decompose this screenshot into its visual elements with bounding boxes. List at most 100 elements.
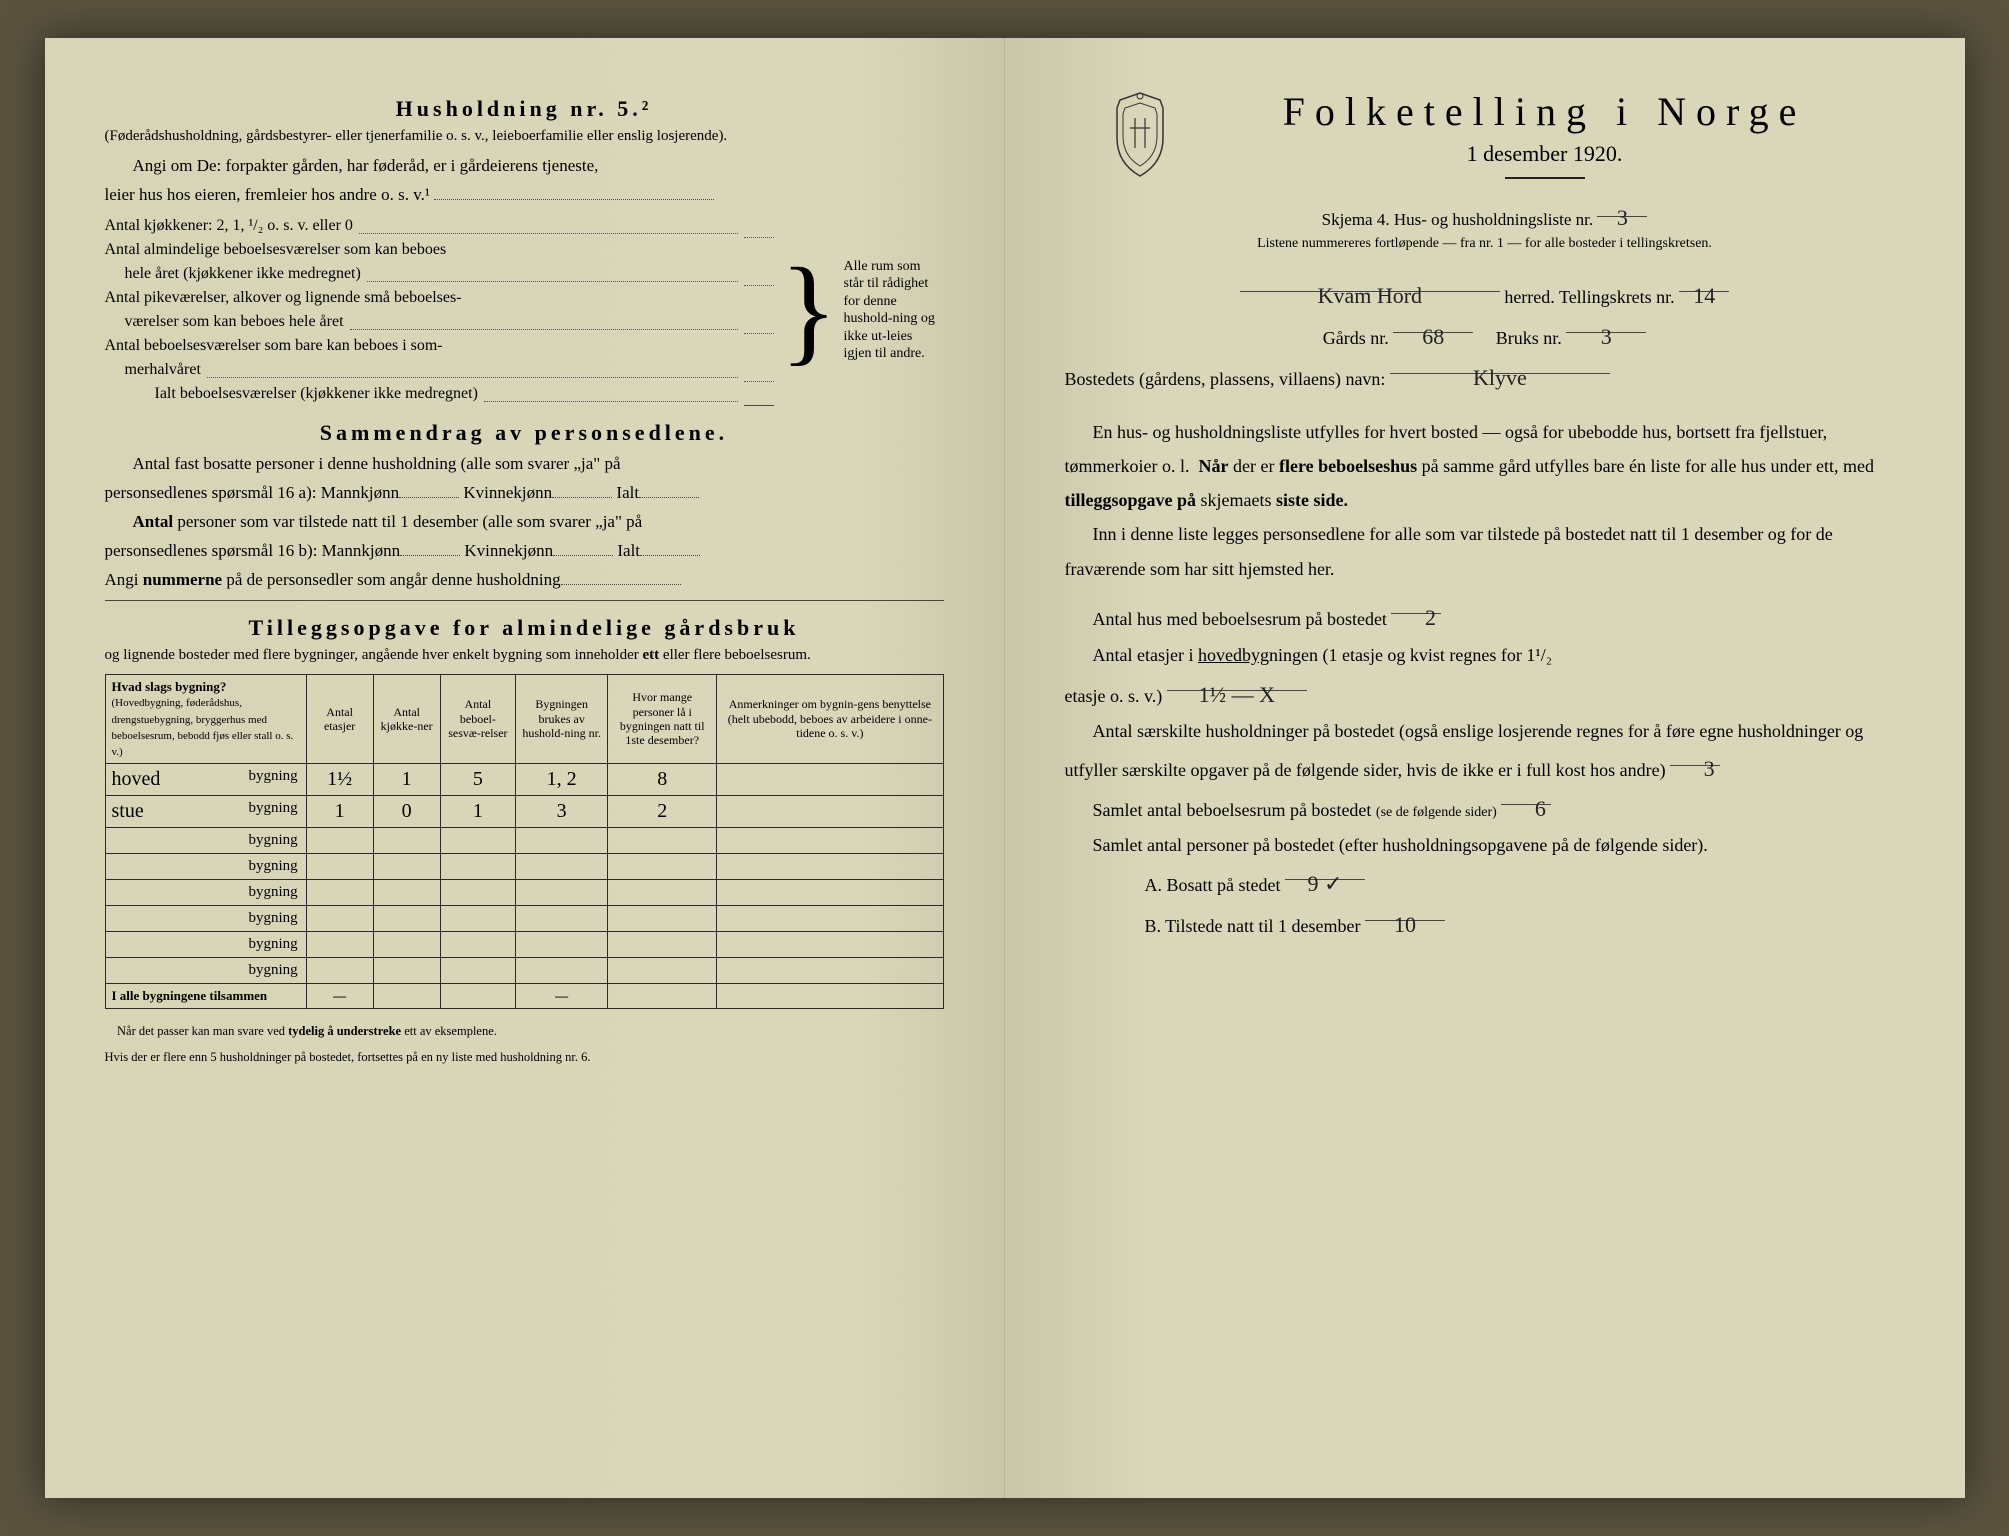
table-header-row: Hvad slags bygning? (Hovedbygning, føder… <box>105 674 943 763</box>
krets-val: 14 <box>1679 274 1729 292</box>
q3: Antal særskilte husholdninger på bostede… <box>1065 714 1905 787</box>
gards-val: 68 <box>1393 315 1473 333</box>
sam-l4b: Kvinnekjønn <box>464 541 553 560</box>
bosted-label: Bostedets (gårdens, plassens, villaens) … <box>1065 369 1386 389</box>
th2: Antal etasjer <box>306 674 373 763</box>
bruks-label: Bruks nr. <box>1496 328 1562 348</box>
row2b-label: hele året (kjøkkener ikke medregnet) <box>105 262 361 286</box>
sam-l3: Antal Antal personer som var tilstede na… <box>105 508 944 537</box>
angi-line1: Angi om De: forpakter gården, har føderå… <box>105 152 944 181</box>
q2b-label: etasje o. s. v.) <box>1065 686 1163 706</box>
husholdning-title: Husholdning nr. 5.² <box>105 96 944 122</box>
footnote1: Når det passer kan man svare ved tydelig… <box>105 1023 944 1039</box>
q3-val: 3 <box>1670 748 1720 766</box>
herred-label: herred. Tellingskrets nr. <box>1504 287 1674 307</box>
th7: Anmerkninger om bygnin-gens benyttelse (… <box>717 674 943 763</box>
row3b-label: værelser som kan beboes hele året <box>105 310 344 334</box>
q4-val: 6 <box>1501 787 1551 805</box>
th1a: Hvad slags bygning? <box>112 679 227 694</box>
q2a: Antal etasjer i hovedbygningen (1 etasje… <box>1065 637 1905 673</box>
qA-val: 9 ✓ <box>1285 862 1365 880</box>
row2a-label: Antal almindelige beboelsesværelser som … <box>105 238 447 262</box>
table-row: bygning <box>105 932 943 958</box>
qA-label: A. Bosatt på stedet <box>1145 875 1281 895</box>
document-spread: Husholdning nr. 5.² (Føderådshusholdning… <box>45 38 1965 1498</box>
sam-l2a: personsedlenes spørsmål 16 a): Mannkjønn <box>105 483 400 502</box>
gards-label: Gårds nr. <box>1323 328 1389 348</box>
th3: Antal kjøkke-ner <box>373 674 440 763</box>
row4a-label: Antal beboelsesværelser som bare kan beb… <box>105 334 443 358</box>
q3-label: Antal særskilte husholdninger på bostede… <box>1065 721 1864 780</box>
herred-line: Kvam Hord herred. Tellingskrets nr. 14 <box>1065 274 1905 315</box>
brace-icon: } <box>774 214 844 406</box>
sam-l2b: Kvinnekjønn <box>463 483 552 502</box>
q4: Samlet antal beboelsesrum på bostedet (s… <box>1065 787 1905 828</box>
angi-line2: leier hus hos eieren, fremleier hos andr… <box>105 181 944 210</box>
skjema-line: Skjema 4. Hus- og husholdningsliste nr. … <box>1065 199 1905 235</box>
total-etasjer: — <box>306 984 373 1009</box>
row-alm-b: hele året (kjøkkener ikke medregnet) <box>105 262 774 286</box>
row5-label: Ialt beboelsesværelser (kjøkkener ikke m… <box>105 382 478 406</box>
row1-label: Antal kjøkkener: 2, 1, ¹/₂ o. s. v. elle… <box>105 214 353 238</box>
q1-label: Antal hus med beboelsesrum på bostedet <box>1093 609 1387 629</box>
table-row: stue bygning10132 <box>105 796 943 828</box>
table-row: bygning <box>105 854 943 880</box>
angi-line2-text: leier hus hos eieren, fremleier hos andr… <box>105 185 430 204</box>
total-beboelse <box>440 984 515 1009</box>
row-ialt: Ialt beboelsesværelser (kjøkkener ikke m… <box>105 382 774 406</box>
th1b: (Hovedbygning, føderådshus, drengstuebyg… <box>112 697 294 758</box>
husholdning-note: (Føderådshusholdning, gårdsbestyrer- ell… <box>105 126 944 146</box>
qB-label: B. Tilstede natt til 1 desember <box>1145 916 1361 936</box>
para2: Inn i denne liste legges personsedlene f… <box>1065 517 1905 585</box>
q5: Samlet antal personer på bostedet (efter… <box>1065 828 1905 862</box>
listene-line: Listene nummereres fortløpende — fra nr.… <box>1065 235 1905 254</box>
qB-val: 10 <box>1365 903 1445 921</box>
sammendrag-title: Sammendrag av personsedlene. <box>105 420 944 446</box>
row4b-label: merhalvåret <box>105 358 201 382</box>
total-anm <box>717 984 943 1009</box>
table-row: bygning <box>105 880 943 906</box>
sam-l4c: Ialt <box>617 541 640 560</box>
sam-l4: personsedlenes spørsmål 16 b): Mannkjønn… <box>105 537 944 566</box>
bygning-table: Hvad slags bygning? (Hovedbygning, føder… <box>105 674 944 1009</box>
row-sommer-b: merhalvåret <box>105 358 774 382</box>
skjema-val: 3 <box>1597 199 1647 217</box>
table-total-row: I alle bygningene tilsammen — — <box>105 984 943 1009</box>
left-page: Husholdning nr. 5.² (Føderådshusholdning… <box>45 38 1005 1498</box>
tillegg-sub: og lignende bosteder med flere bygninger… <box>105 645 944 665</box>
angi-blank <box>434 186 714 200</box>
gards-line: Gårds nr. 68 Bruks nr. 3 <box>1065 315 1905 356</box>
qB: B. Tilstede natt til 1 desember 10 <box>1065 903 1905 944</box>
table-row: bygning <box>105 906 943 932</box>
table-row: bygning <box>105 958 943 984</box>
para1: En hus- og husholdningsliste utfylles fo… <box>1065 415 1905 518</box>
brace-text: Alle rum som står til rådighet for denne… <box>844 214 944 406</box>
q2-val: 1½ — X <box>1167 673 1307 691</box>
qA: A. Bosatt på stedet 9 ✓ <box>1065 862 1905 903</box>
row-pike-b: værelser som kan beboes hele året <box>105 310 774 334</box>
right-page: Folketelling i Norge 1 desember 1920. Sk… <box>1005 38 1965 1498</box>
row3a-label: Antal pikeværelser, alkover og lignende … <box>105 286 462 310</box>
total-label: I alle bygningene tilsammen <box>105 984 306 1009</box>
row-sommer-a: Antal beboelsesværelser som bare kan beb… <box>105 334 774 358</box>
herred-val: Kvam Hord <box>1240 274 1500 292</box>
total-kjokken <box>373 984 440 1009</box>
bosted-line: Bostedets (gårdens, plassens, villaens) … <box>1065 356 1905 397</box>
sam-l4a: personsedlenes spørsmål 16 b): Mannkjønn <box>105 541 401 560</box>
sam-l5: Angi nummerne på de personsedler som ang… <box>105 566 944 595</box>
hr-icon <box>1505 177 1585 179</box>
th5: Bygningen brukes av hushold-ning nr. <box>516 674 608 763</box>
row-pike-a: Antal pikeværelser, alkover og lignende … <box>105 286 774 310</box>
th4: Antal beboel-sesvæ-relser <box>440 674 515 763</box>
q1: Antal hus med beboelsesrum på bostedet 2 <box>1065 596 1905 637</box>
q2b: etasje o. s. v.) 1½ — X <box>1065 673 1905 714</box>
bruks-val: 3 <box>1566 315 1646 333</box>
sam-l2: personsedlenes spørsmål 16 a): Mannkjønn… <box>105 479 944 508</box>
skjema-label: Skjema 4. Hus- og husholdningsliste nr. <box>1322 210 1594 229</box>
total-personer <box>608 984 717 1009</box>
bosted-val: Klyve <box>1390 356 1610 374</box>
subtitle: 1 desember 1920. <box>1185 141 1905 167</box>
right-header: Folketelling i Norge 1 desember 1920. <box>1105 88 1905 189</box>
sam-l2c: Ialt <box>616 483 639 502</box>
footnote2: Hvis der er flere enn 5 husholdninger på… <box>105 1049 944 1065</box>
